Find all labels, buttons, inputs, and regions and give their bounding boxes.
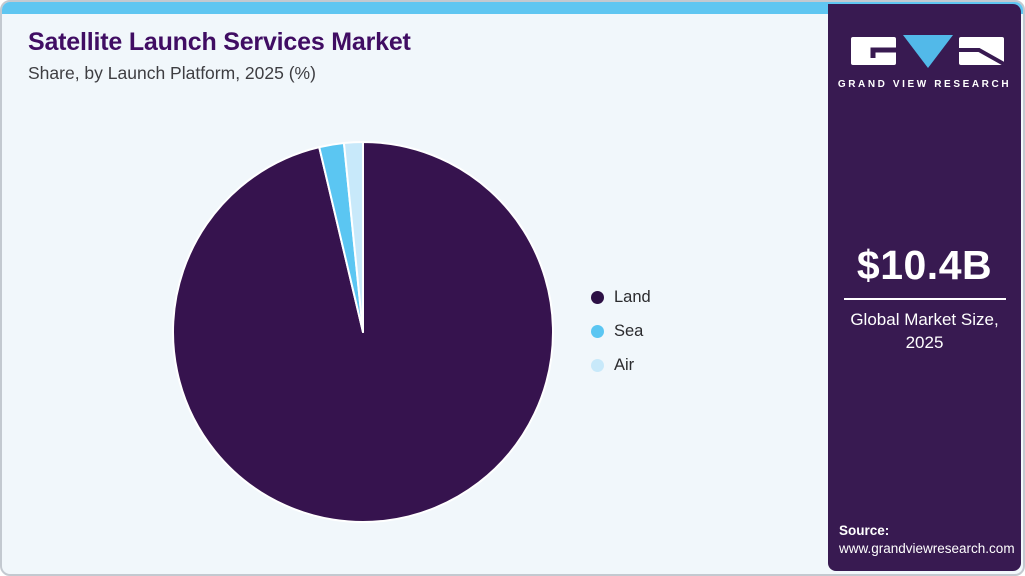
logo-g-glyph [870,47,896,58]
page-subtitle: Share, by Launch Platform, 2025 (%) [28,63,316,83]
brand-block: GRAND VIEW RESEARCH [828,28,1021,90]
logo-v-triangle [902,35,953,68]
legend-item-air: Air [591,356,651,375]
pie-chart-svg [172,141,554,523]
legend-dot-air [591,359,604,372]
chart-legend: Land Sea Air [591,288,651,390]
market-size-value: $10.4B [856,242,993,288]
legend-label-air: Air [614,356,635,374]
legend-label-land: Land [614,288,651,306]
legend-item-land: Land [591,288,651,307]
legend-label-sea: Sea [614,322,644,340]
pie-chart [171,140,555,524]
market-size-divider [843,298,1006,300]
pie-slice-air [342,141,364,333]
legend-dot-land [591,291,604,304]
logo-r-glyph [958,48,1005,66]
brand-name: GRAND VIEW RESEARCH [837,79,1012,90]
source-label: Source: [839,523,890,538]
sidebar: GRAND VIEW RESEARCH $10.4B Global Market… [828,4,1021,571]
source-url-link[interactable]: www.grandviewresearch.com [839,541,1015,556]
gvr-logo-icon [850,35,1005,68]
header: Satellite Launch Services Market Share, … [28,28,411,84]
legend-dot-sea [591,325,604,338]
legend-item-sea: Sea [591,322,651,341]
market-size-block: $10.4B Global Market Size, 2025 [828,242,1021,355]
top-accent-bar [2,2,1023,14]
market-size-caption: Global Market Size, 2025 [850,310,999,352]
page-title: Satellite Launch Services Market [28,28,411,56]
source-block: Source: www.grandviewresearch.com [839,523,1015,556]
